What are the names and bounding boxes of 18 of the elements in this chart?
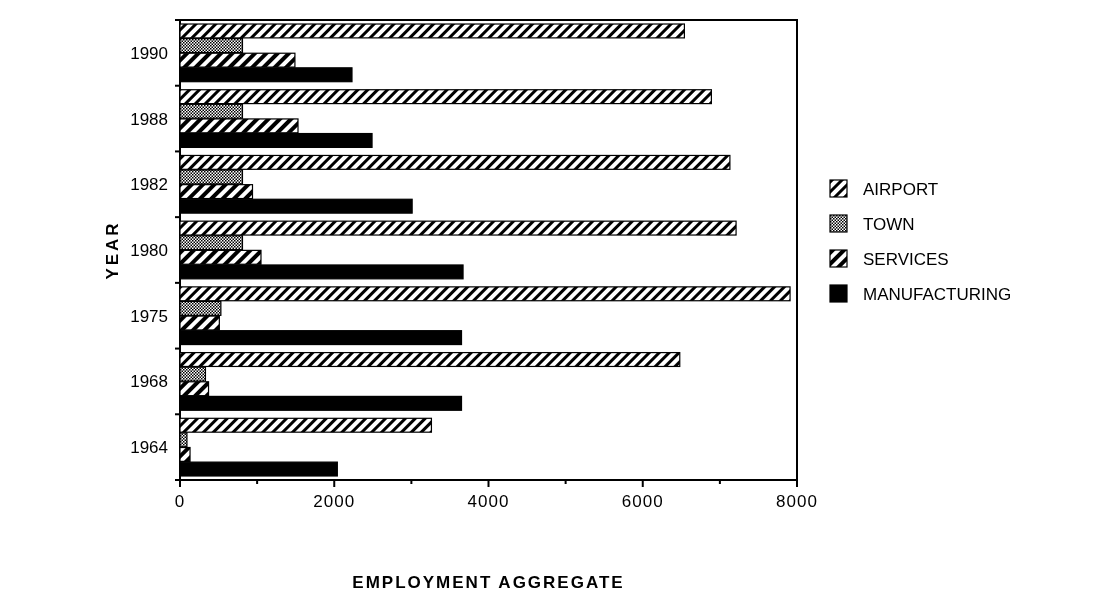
x-tick-label: 6000 xyxy=(621,492,664,511)
y-tick-label: 1990 xyxy=(130,43,168,63)
y-tick-label: 1982 xyxy=(130,175,168,195)
legend-label: SERVICES xyxy=(863,250,949,269)
x-tick-label: 0 xyxy=(174,492,186,511)
legend-label: TOWN xyxy=(863,215,915,234)
y-tick-label: 1980 xyxy=(130,241,168,260)
x-tick-label: 4000 xyxy=(467,492,510,511)
legend-label: AIRPORT xyxy=(863,180,939,199)
x-axis-title: EMPLOYMENT AGGREGATE xyxy=(352,573,625,592)
x-tick-label: 2000 xyxy=(313,492,356,511)
legend-label: MANUFACTURING xyxy=(863,285,1012,304)
y-tick-label: 1968 xyxy=(130,372,168,392)
y-tick-label: 1964 xyxy=(130,438,168,458)
x-tick-label: 8000 xyxy=(776,492,818,511)
y-tick-label: 1988 xyxy=(130,109,168,129)
y-axis-title: YEAR xyxy=(103,220,122,280)
y-tick-label: 1975 xyxy=(130,306,168,326)
